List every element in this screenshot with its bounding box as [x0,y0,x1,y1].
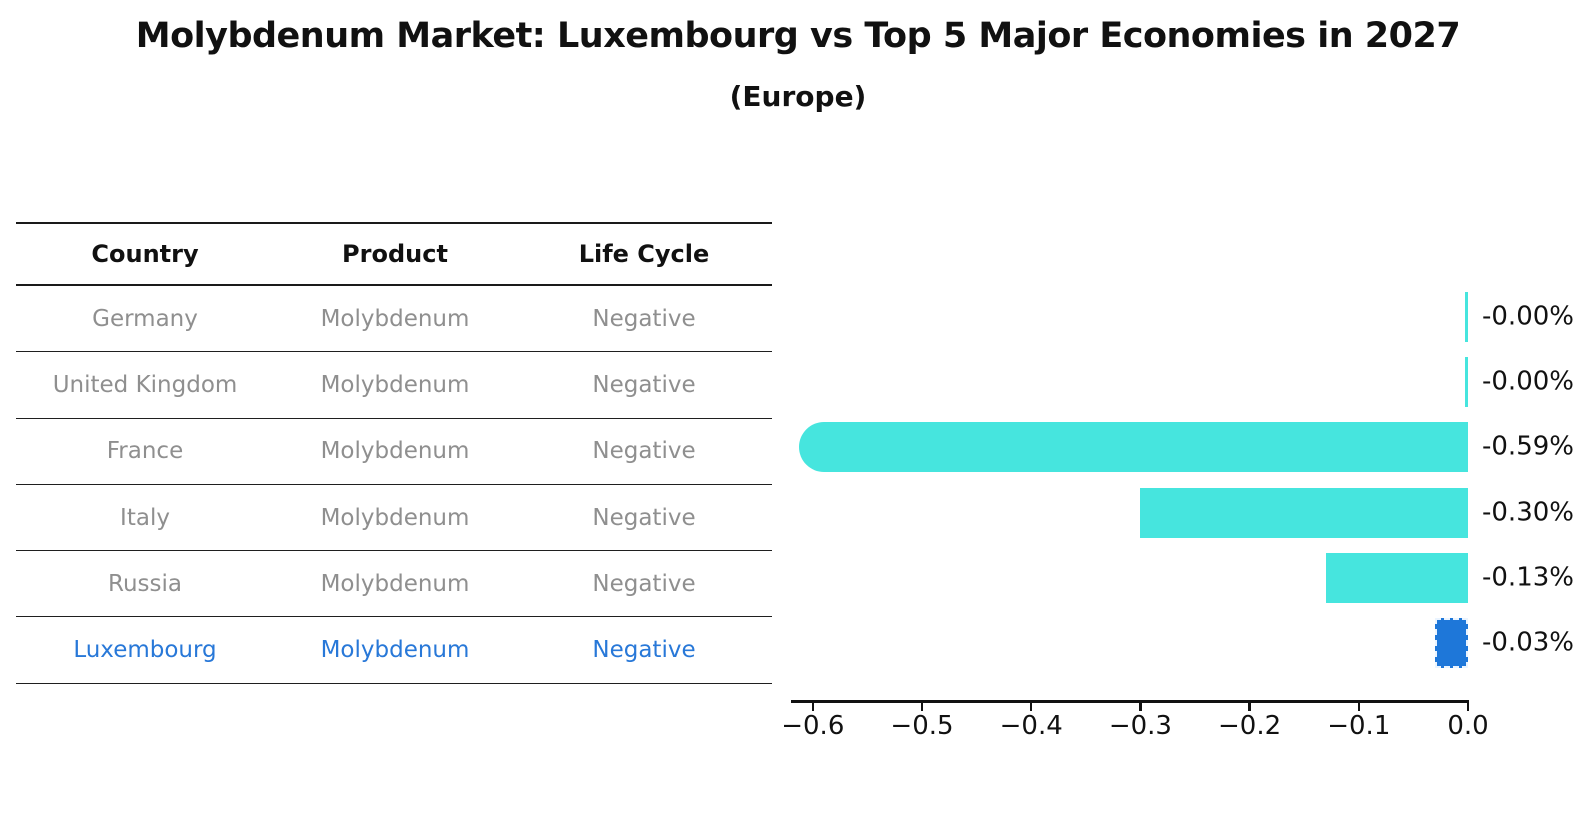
x-tick-label: −0.1 [1327,711,1391,741]
table-cell-product: Molybdenum [320,570,470,597]
bar-united-kingdom [1465,356,1468,407]
table-cell-product: Molybdenum [320,504,470,531]
table-cell-country: Russia [108,570,182,597]
bar-france [798,422,1468,473]
bar-luxembourg [1435,618,1468,669]
table-row: United Kingdom Molybdenum Negative [16,352,772,419]
x-tick-label: 0.0 [1447,711,1489,741]
x-tick-label: −0.5 [890,711,954,741]
table-cell-country: Germany [92,305,198,332]
x-tick-mark [1139,701,1142,711]
table-cell-lifecycle: Negative [592,504,696,531]
bar-value-label-italy: -0.30% [1482,496,1574,527]
table-cell-country: France [106,438,184,465]
bar-russia [1326,552,1468,603]
table-header-country: Country [91,240,199,268]
table-cell-lifecycle: Negative [592,371,696,398]
x-tick-label: −0.3 [1108,711,1172,741]
table-cell-country: United Kingdom [52,371,238,398]
x-tick-label: −0.6 [781,711,845,741]
table-cell-product: Molybdenum [320,438,470,465]
table-cell-product: Molybdenum [320,637,470,664]
country-table: Country Product Life Cycle Germany Molyb… [16,222,772,684]
table-row: France Molybdenum Negative [16,419,772,485]
x-tick-mark [1466,701,1470,711]
x-tick-mark [1248,701,1251,711]
table-cell-product: Molybdenum [320,305,470,332]
bar-value-label-russia: -0.13% [1482,562,1574,593]
chart-title: Molybdenum Market: Luxembourg vs Top 5 M… [135,16,1461,56]
x-axis-spine [791,700,1469,703]
x-tick-mark [811,701,815,711]
table-row: Italy Molybdenum Negative [16,485,772,552]
table-cell-lifecycle: Negative [592,438,696,465]
bar-value-label-luxembourg: -0.03% [1482,627,1574,658]
bar-value-label-france: -0.59% [1482,431,1574,462]
bar-germany [1465,291,1468,342]
table-row: Russia Molybdenum Negative [16,551,772,618]
table-row: Luxembourg Molybdenum Negative [16,617,772,684]
bar-value-label-germany: -0.00% [1482,301,1574,332]
bar-value-label-united-kingdom: -0.00% [1482,366,1574,397]
x-tick-mark [1029,701,1033,711]
table-header-lifecycle: Life Cycle [578,240,710,268]
x-tick-mark [920,701,924,711]
table-cell-lifecycle: Negative [592,637,696,664]
table-header-row: Country Product Life Cycle [16,224,772,286]
x-tick-label: −0.2 [1218,711,1282,741]
table-cell-product: Molybdenum [320,371,470,398]
x-tick-mark [1357,701,1361,711]
table-cell-lifecycle: Negative [592,570,696,597]
table-cell-country: Italy [120,504,170,531]
bar-italy [1140,487,1468,538]
table-body: Germany Molybdenum Negative United Kingd… [16,286,772,684]
chart-subtitle: (Europe) [729,80,867,113]
table-cell-country: Luxembourg [73,637,217,664]
table-header-product: Product [342,240,448,268]
table-row: Germany Molybdenum Negative [16,286,772,353]
x-tick-label: −0.4 [999,711,1063,741]
table-cell-lifecycle: Negative [592,305,696,332]
